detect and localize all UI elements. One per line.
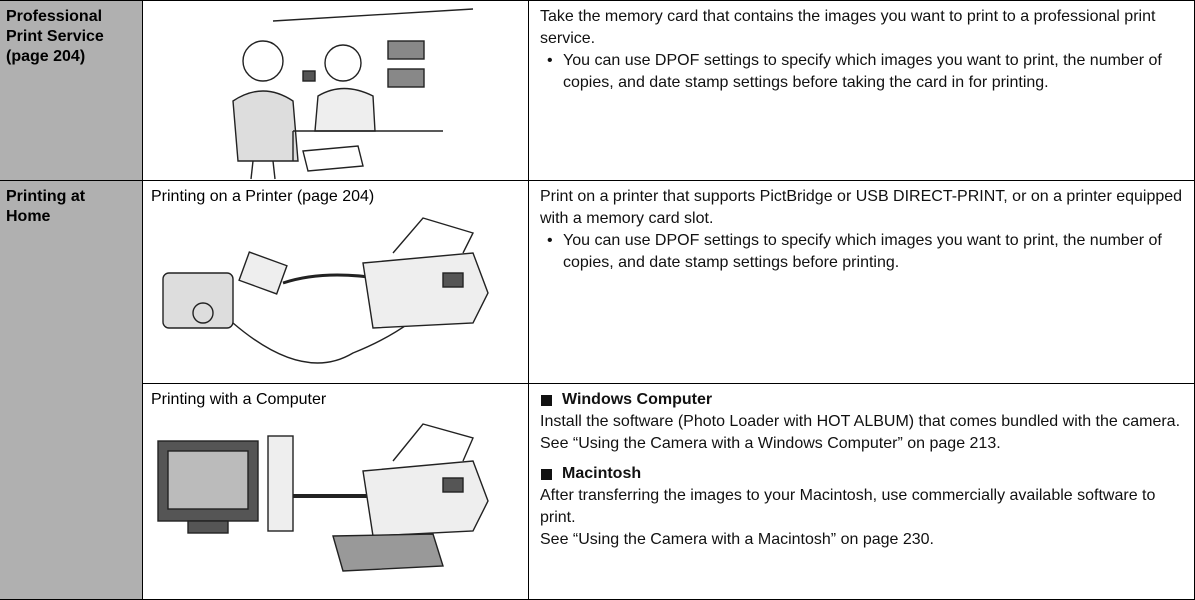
description: Print on a printer that supports PictBri… (540, 188, 1183, 227)
section-heading: Macintosh (540, 463, 1186, 485)
computer-illustration (157, 423, 489, 572)
description-cell: Windows Computer Install the software (P… (529, 384, 1195, 600)
paragraph: After transferring the images to your Ma… (540, 487, 1156, 526)
paragraph: See “Using the Camera with a Windows Com… (540, 435, 1001, 452)
print-service-illustration (232, 8, 474, 180)
method-cell: Printing on a Printer (page 204) (143, 181, 529, 384)
category-cell: Printing at Home (0, 181, 143, 600)
printer-illustration (162, 217, 489, 364)
paragraph: See “Using the Camera with a Macintosh” … (540, 531, 934, 548)
section-heading: Windows Computer (540, 389, 1186, 411)
bullet: You can use DPOF settings to specify whi… (540, 230, 1186, 274)
method-cell: Printing with a Computer (143, 384, 529, 600)
description-cell: Take the memory card that contains the i… (529, 0, 1195, 181)
method-label: Printing with a Computer (151, 391, 327, 408)
description: Take the memory card that contains the i… (540, 8, 1156, 47)
description-cell: Print on a printer that supports PictBri… (529, 181, 1195, 384)
method-label: Printing on a Printer (page 204) (151, 188, 375, 205)
category-cell: Professional Print Service (page 204) (0, 0, 143, 181)
category: Printing at Home (6, 188, 86, 225)
bullet: You can use DPOF settings to specify whi… (540, 50, 1186, 94)
paragraph: Install the software (Photo Loader with … (540, 413, 1181, 430)
category: Professional Print Service (page 204) (6, 8, 104, 65)
illustration-cell (143, 0, 529, 181)
